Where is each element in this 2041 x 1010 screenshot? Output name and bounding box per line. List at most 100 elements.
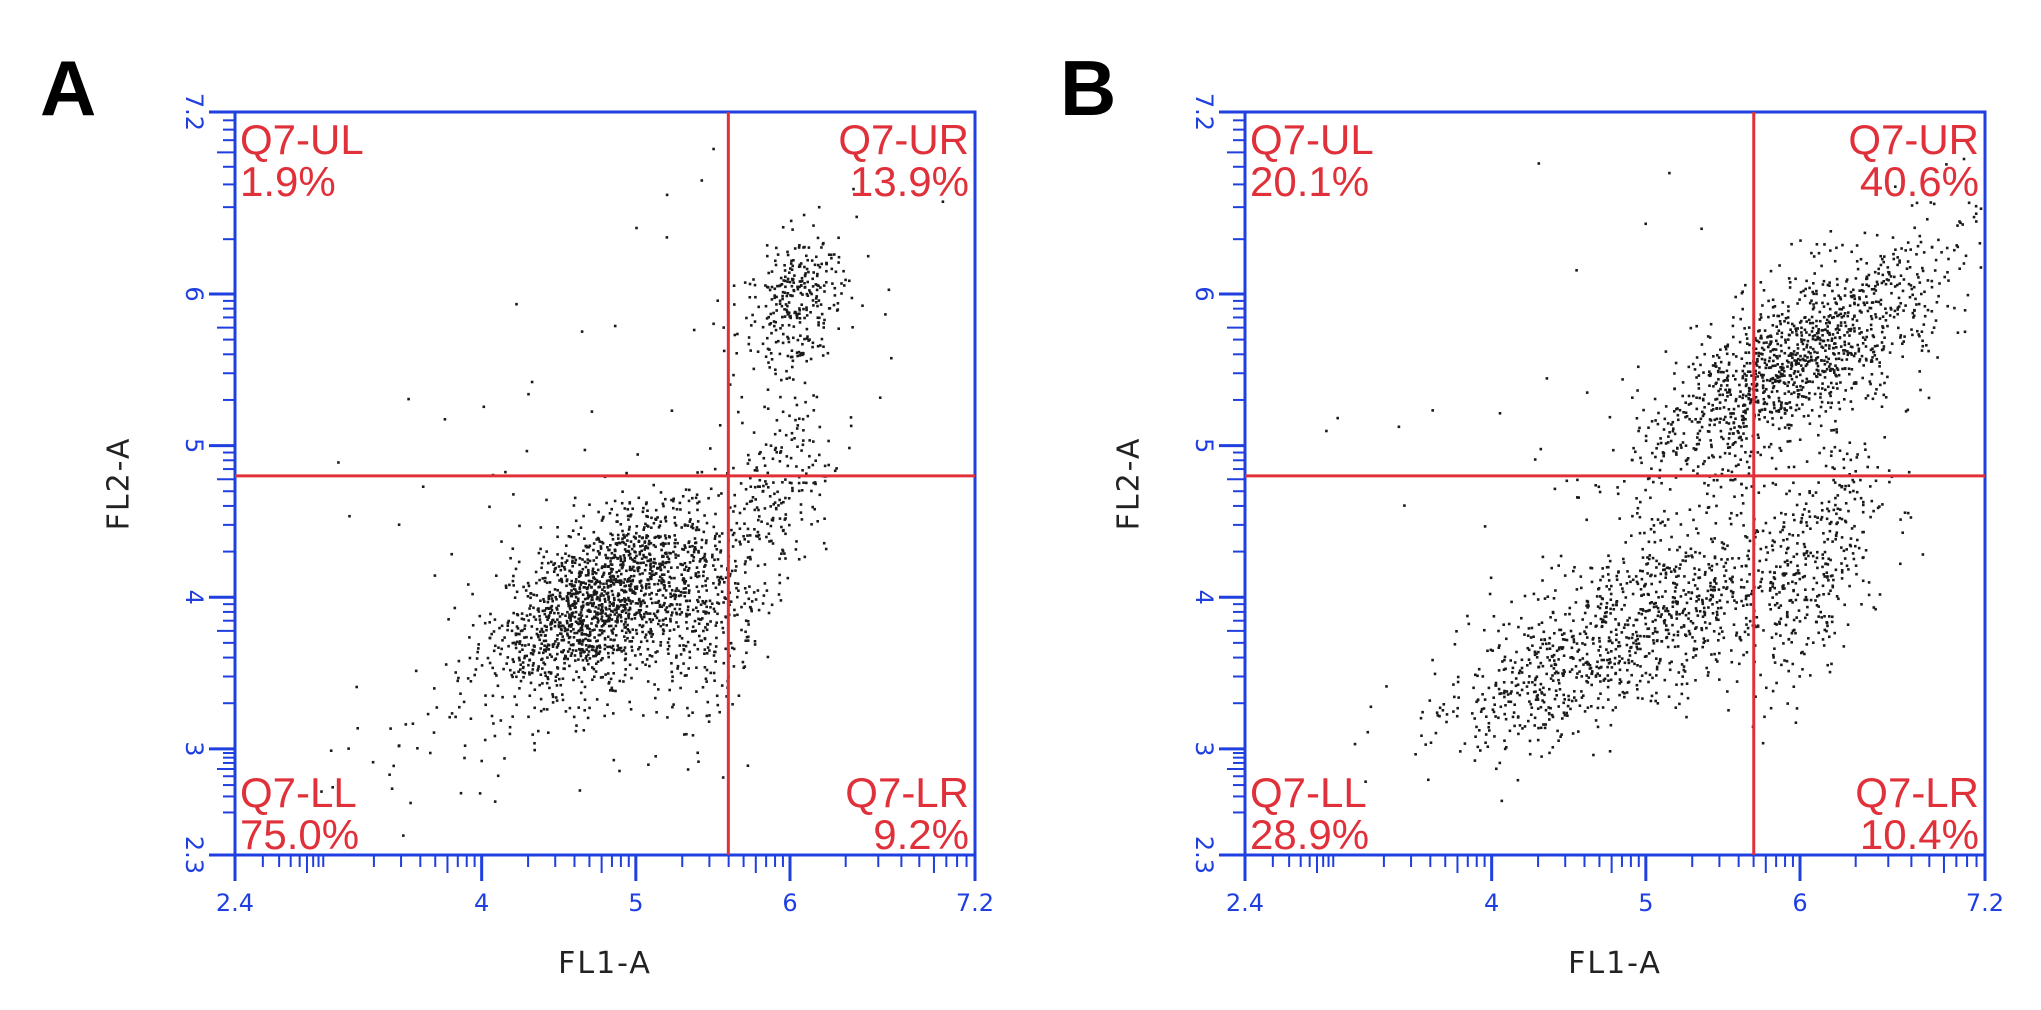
data-point: [1668, 613, 1671, 616]
data-point: [1603, 620, 1607, 623]
data-point: [521, 648, 524, 651]
data-point: [643, 568, 647, 572]
data-point: [779, 599, 783, 602]
data-point: [1640, 594, 1643, 597]
data-point: [1819, 424, 1823, 428]
data-point: [574, 580, 577, 584]
data-point: [642, 553, 645, 557]
data-point: [1674, 586, 1678, 589]
data-point: [565, 544, 568, 547]
data-point: [1754, 347, 1758, 351]
data-point: [818, 316, 821, 320]
data-point: [798, 263, 802, 267]
data-point: [1718, 367, 1721, 370]
data-point: [1806, 356, 1809, 359]
data-point: [662, 504, 665, 508]
data-point: [1565, 638, 1569, 642]
data-point: [1792, 324, 1796, 328]
data-point: [558, 625, 561, 628]
data-point: [632, 535, 636, 539]
data-point: [537, 635, 540, 639]
data-point: [849, 416, 853, 419]
data-point: [1631, 396, 1634, 399]
data-point: [774, 263, 778, 267]
data-point: [1629, 580, 1632, 584]
data-point: [585, 544, 588, 548]
data-point: [1618, 655, 1621, 658]
data-point: [1742, 586, 1746, 589]
data-point: [557, 642, 560, 645]
data-point: [603, 714, 606, 718]
data-point: [624, 606, 627, 610]
data-point: [592, 593, 596, 596]
data-point: [799, 291, 803, 295]
data-point: [1815, 332, 1819, 335]
data-point: [548, 611, 552, 615]
data-point: [526, 595, 530, 598]
data-point: [670, 576, 673, 580]
data-point: [1622, 561, 1626, 564]
data-point: [594, 592, 598, 596]
data-point: [1682, 411, 1685, 414]
data-point: [1901, 342, 1904, 345]
data-point: [556, 526, 559, 529]
data-point: [884, 313, 887, 316]
data-point: [689, 576, 693, 580]
data-point: [574, 659, 577, 662]
data-point: [698, 560, 702, 563]
data-point: [1644, 610, 1648, 613]
data-point: [806, 414, 810, 418]
data-point: [1692, 578, 1695, 581]
data-point: [1863, 231, 1867, 235]
data-point: [1845, 564, 1849, 568]
data-point: [663, 601, 666, 605]
y-tick-label: 6: [180, 286, 208, 301]
data-point: [1563, 698, 1566, 701]
data-point: [1552, 597, 1556, 600]
data-point: [1695, 442, 1699, 446]
data-point: [1795, 359, 1798, 362]
data-point: [744, 639, 747, 642]
data-point: [626, 623, 629, 627]
data-point: [1874, 392, 1877, 395]
data-point: [447, 618, 450, 621]
data-point: [626, 580, 629, 583]
data-point: [1599, 602, 1603, 606]
data-point: [1641, 697, 1644, 700]
data-point: [658, 619, 661, 622]
data-point: [775, 419, 779, 422]
data-point: [811, 345, 814, 349]
data-point: [1759, 453, 1762, 457]
data-point: [752, 278, 755, 281]
data-point: [1745, 580, 1749, 583]
data-point: [1726, 343, 1730, 347]
data-point: [651, 618, 655, 621]
data-point: [1907, 282, 1911, 286]
data-point: [468, 656, 472, 660]
data-point: [1599, 692, 1602, 695]
data-point: [1858, 297, 1861, 301]
data-point: [538, 578, 541, 582]
data-point: [1836, 327, 1839, 330]
data-point: [596, 617, 600, 621]
data-point: [1658, 562, 1661, 566]
data-point: [596, 580, 600, 583]
data-point: [1600, 658, 1604, 662]
data-point: [695, 606, 698, 610]
data-point: [645, 556, 648, 559]
data-point: [851, 326, 854, 329]
data-point: [1750, 589, 1754, 593]
data-point: [556, 667, 560, 670]
data-point: [457, 659, 461, 663]
data-point: [608, 616, 611, 620]
data-point: [679, 594, 683, 597]
data-point: [1740, 444, 1743, 448]
data-point: [1920, 292, 1923, 296]
data-point: [478, 614, 482, 618]
data-point: [1694, 448, 1697, 452]
data-point: [797, 481, 801, 485]
data-point: [511, 547, 515, 550]
data-point: [1829, 362, 1832, 366]
data-point: [1689, 326, 1693, 330]
data-point: [1856, 267, 1860, 271]
